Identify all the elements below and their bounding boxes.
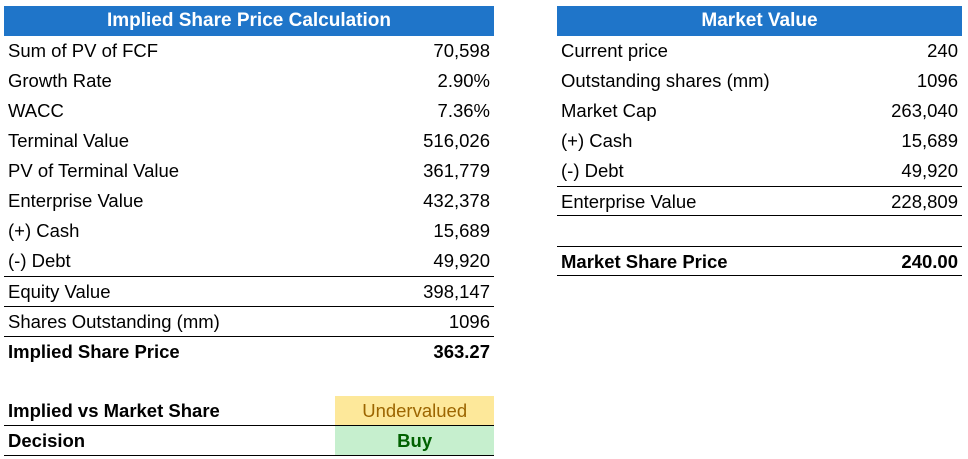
decision-label: Decision bbox=[8, 430, 86, 451]
implied-table-title: Implied Share Price Calculation bbox=[4, 6, 494, 36]
implied-share-price-value: 363.27 bbox=[433, 341, 490, 362]
row-shares-outstanding: Shares Outstanding (mm) 1096 bbox=[4, 306, 494, 336]
implied-share-price-table: Implied Share Price Calculation Sum of P… bbox=[4, 6, 494, 456]
row-label: Market Cap bbox=[561, 100, 657, 121]
comparison-label: Implied vs Market Share bbox=[8, 400, 220, 421]
row-label: Equity Value bbox=[8, 281, 111, 302]
row-outstanding-shares: Outstanding shares (mm) 1096 bbox=[557, 66, 962, 96]
market-share-price-value: 240.00 bbox=[901, 251, 958, 272]
row-label: Outstanding shares (mm) bbox=[561, 70, 770, 91]
row-value: 49,920 bbox=[433, 250, 490, 271]
row-implied-share-price: Implied Share Price 363.27 bbox=[4, 336, 494, 366]
row-market-debt: (-) Debt 49,920 bbox=[557, 156, 962, 186]
row-debt: (-) Debt 49,920 bbox=[4, 246, 494, 276]
row-wacc: WACC 7.36% bbox=[4, 96, 494, 126]
row-value: 516,026 bbox=[423, 130, 490, 151]
row-label: PV of Terminal Value bbox=[8, 160, 180, 181]
row-value: 361,779 bbox=[423, 160, 490, 181]
row-value: 398,147 bbox=[423, 281, 490, 302]
undervalued-status-badge: Undervalued bbox=[335, 396, 494, 425]
row-current-price: Current price 240 bbox=[557, 36, 962, 66]
row-label: Current price bbox=[561, 40, 668, 61]
row-label: Market Share Price bbox=[561, 251, 728, 272]
row-terminal-value: Terminal Value 516,026 bbox=[4, 126, 494, 156]
market-table-title: Market Value bbox=[557, 6, 962, 36]
row-value: 1096 bbox=[916, 70, 958, 91]
row-value: 1096 bbox=[448, 311, 490, 332]
row-market-enterprise-value: Enterprise Value 228,809 bbox=[557, 186, 962, 216]
row-cash: (+) Cash 15,689 bbox=[4, 216, 494, 246]
row-pv-terminal-value: PV of Terminal Value 361,779 bbox=[4, 156, 494, 186]
market-value-table: Market Value Current price 240 Outstandi… bbox=[557, 6, 962, 276]
row-equity-value: Equity Value 398,147 bbox=[4, 276, 494, 306]
decision-row: Decision Buy bbox=[4, 426, 494, 456]
comparison-row: Implied vs Market Share Undervalued bbox=[4, 396, 494, 426]
row-value: 228,809 bbox=[891, 191, 958, 212]
row-label: (-) Debt bbox=[8, 250, 71, 271]
row-value: 432,378 bbox=[423, 190, 490, 211]
row-label: Sum of PV of FCF bbox=[8, 40, 159, 61]
row-label: Shares Outstanding (mm) bbox=[8, 311, 220, 332]
row-market-share-price: Market Share Price 240.00 bbox=[557, 246, 962, 276]
row-growth-rate: Growth Rate 2.90% bbox=[4, 66, 494, 96]
row-label: (-) Debt bbox=[561, 160, 624, 181]
row-label: Implied Share Price bbox=[8, 341, 180, 362]
row-enterprise-value: Enterprise Value 432,378 bbox=[4, 186, 494, 216]
row-value: 70,598 bbox=[433, 40, 490, 61]
spacer bbox=[4, 366, 494, 396]
row-sum-pv-fcf: Sum of PV of FCF 70,598 bbox=[4, 36, 494, 66]
row-value: 15,689 bbox=[433, 220, 490, 241]
row-label: Enterprise Value bbox=[561, 191, 697, 212]
row-value: 263,040 bbox=[891, 100, 958, 121]
row-value: 240 bbox=[927, 40, 958, 61]
row-market-cash: (+) Cash 15,689 bbox=[557, 126, 962, 156]
row-label: WACC bbox=[8, 100, 64, 121]
row-value: 49,920 bbox=[901, 160, 958, 181]
row-market-cap: Market Cap 263,040 bbox=[557, 96, 962, 126]
buy-decision-badge: Buy bbox=[335, 426, 494, 455]
spacer bbox=[557, 216, 962, 246]
row-label: (+) Cash bbox=[8, 220, 80, 241]
row-label: (+) Cash bbox=[561, 130, 633, 151]
row-label: Growth Rate bbox=[8, 70, 112, 91]
row-value: 15,689 bbox=[901, 130, 958, 151]
row-label: Enterprise Value bbox=[8, 190, 144, 211]
row-value: 7.36% bbox=[437, 100, 490, 121]
row-label: Terminal Value bbox=[8, 130, 129, 151]
row-value: 2.90% bbox=[437, 70, 490, 91]
